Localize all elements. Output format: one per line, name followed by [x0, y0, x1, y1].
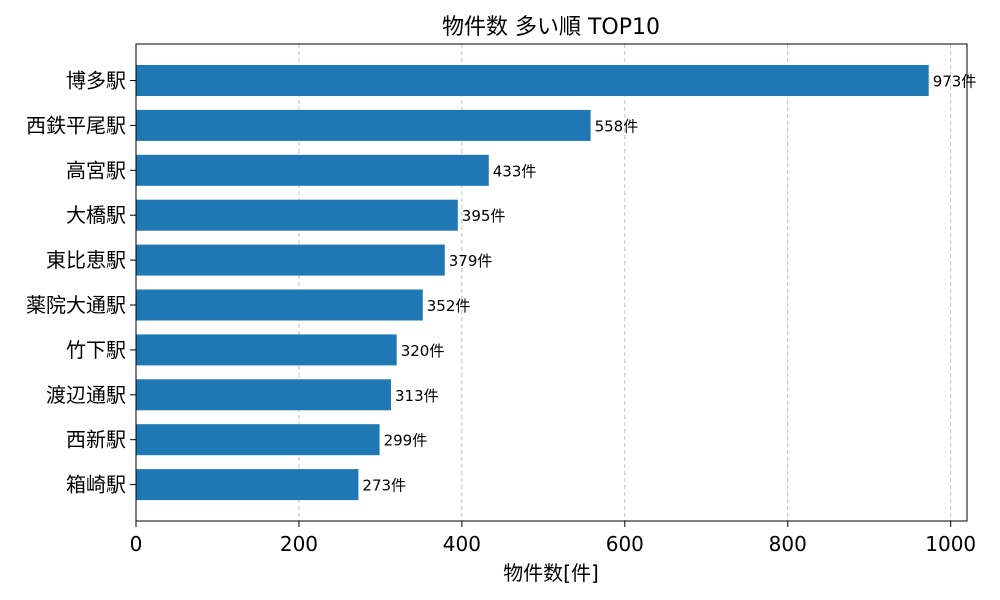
category-label: 博多駅 [66, 69, 126, 93]
bar [136, 154, 489, 186]
category-label: 西新駅 [66, 428, 126, 452]
category-label: 高宮駅 [66, 158, 126, 182]
bar [136, 424, 380, 456]
category-label: 西鉄平尾駅 [26, 113, 126, 137]
bar [136, 379, 392, 411]
category-label: 東比恵駅 [46, 248, 126, 272]
chart-title: 物件数 多い順 TOP10 [442, 15, 660, 40]
bar [136, 469, 359, 501]
x-axis-ticks: 0 200 400 600 800 1000 [130, 521, 976, 556]
bar [136, 289, 423, 321]
x-tick-label: 400 [443, 532, 481, 556]
value-label: 395件 [462, 207, 506, 225]
value-label: 320件 [401, 342, 445, 360]
bar [136, 244, 445, 276]
value-labels: 973件 558件 433件 395件 379件 352件 320件 313件 299件 273件 [362, 73, 976, 495]
value-label: 273件 [362, 477, 406, 495]
category-label: 渡辺通駅 [46, 383, 126, 407]
value-label: 558件 [595, 117, 639, 135]
value-label: 352件 [427, 297, 471, 315]
value-label: 433件 [493, 162, 537, 180]
value-label: 299件 [384, 432, 428, 450]
value-label: 313件 [395, 387, 439, 405]
category-label: 大橋駅 [66, 203, 126, 227]
category-label: 箱崎駅 [66, 473, 126, 497]
x-tick-label: 800 [769, 532, 807, 556]
bar [136, 199, 458, 231]
category-label: 竹下駅 [66, 338, 126, 362]
x-tick-label: 200 [280, 532, 318, 556]
x-tick-label: 0 [130, 532, 143, 556]
bars [136, 65, 929, 501]
x-tick-label: 1000 [925, 532, 976, 556]
bar [136, 334, 397, 366]
x-tick-label: 600 [606, 532, 644, 556]
value-label: 973件 [933, 73, 977, 91]
x-axis-title: 物件数[件] [503, 561, 599, 585]
value-label: 379件 [449, 252, 493, 270]
plot-frame [135, 43, 968, 522]
category-label: 薬院大通駅 [26, 293, 126, 317]
bar [136, 109, 591, 141]
bar [136, 65, 929, 96]
